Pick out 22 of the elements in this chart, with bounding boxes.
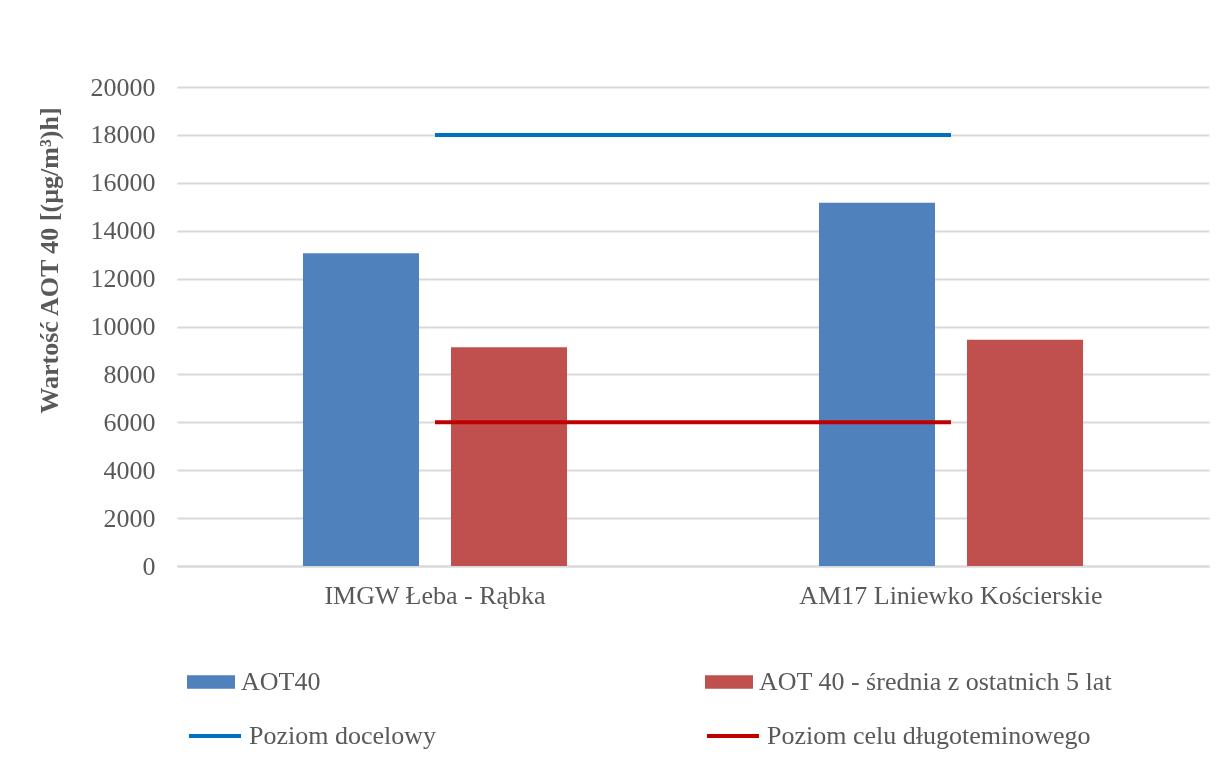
x-tick-label: AM17 Liniewko Kościerskie [799,580,1103,610]
y-tick-label: 14000 [90,216,156,246]
y-tick-label: 18000 [90,120,156,150]
x-tick-label: IMGW Łeba - Rąbka [324,580,547,610]
y-tick-label: 10000 [90,312,156,341]
legend-label: AOT40 [241,667,321,696]
y-tick-label: 20000 [90,72,156,102]
y-tick-label: 16000 [90,168,156,198]
y-tick-label: 2000 [103,503,156,533]
legend-label: Poziom docelowy [249,721,437,750]
y-tick-label: 12000 [90,264,156,294]
y-tick-label: 0 [142,551,156,581]
bar [450,347,568,566]
legend-label: AOT 40 - średnia z ostatnich 5 lat [759,667,1113,696]
y-axis-title: Wartość AOT 40 [(µg/m³)h] [34,107,64,414]
y-tick-label: 6000 [103,407,156,437]
bar [302,253,420,566]
legend-label: Poziom celu długoteminowego [767,721,1091,750]
bar [966,339,1084,566]
y-tick-label: 4000 [103,455,156,485]
bar [818,202,936,566]
y-tick-label: 8000 [103,359,156,389]
